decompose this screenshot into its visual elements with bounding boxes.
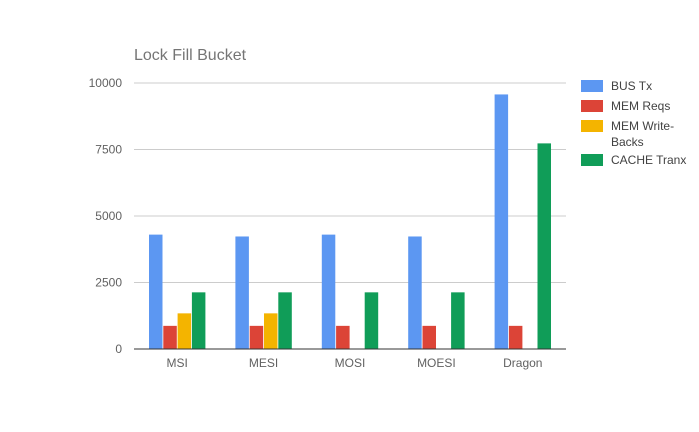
- bar-mesi-1: [249, 325, 264, 349]
- bar-dragon-0: [494, 94, 509, 349]
- legend-label-1: MEM Reqs: [611, 99, 670, 113]
- bar-moesi-0: [408, 236, 422, 349]
- x-axis-ticks: MSI MESI MOSI MOESI Dragon: [167, 356, 543, 370]
- y-axis-ticks: 0 2500 5000 7500 10000: [89, 76, 123, 356]
- legend-swatch-1: [581, 100, 603, 112]
- bar-mesi-2: [264, 313, 278, 349]
- x-tick-label-2: MOSI: [335, 356, 366, 370]
- y-tick-label-0: 0: [115, 342, 122, 356]
- legend-swatch-2: [581, 120, 603, 132]
- legend-label-2: MEM Write-Backs: [611, 119, 674, 149]
- bar-moesi-3: [451, 292, 465, 349]
- x-tick-label-3: MOESI: [417, 356, 456, 370]
- bar-mosi-3: [364, 292, 379, 349]
- bar-dragon-1: [508, 325, 523, 349]
- bar-msi-1: [163, 325, 177, 349]
- bar-msi-3: [191, 292, 206, 349]
- y-tick-label-3: 7500: [95, 143, 122, 157]
- x-tick-label-0: MSI: [167, 356, 188, 370]
- legend: BUS Tx MEM Reqs MEM Write-Backs CACHE Tranx: [581, 79, 686, 167]
- bars: [149, 94, 551, 349]
- bar-mosi-1: [336, 325, 350, 349]
- bar-mesi-3: [278, 292, 292, 349]
- bar-dragon-3: [537, 143, 551, 349]
- y-tick-label-4: 10000: [89, 76, 123, 90]
- x-tick-label-4: Dragon: [503, 356, 542, 370]
- x-tick-label-1: MESI: [249, 356, 278, 370]
- y-tick-label-2: 5000: [95, 209, 122, 223]
- legend-label-3: CACHE Tranx: [611, 153, 686, 167]
- bar-msi-2: [177, 313, 192, 349]
- legend-swatch-0: [581, 80, 603, 92]
- bar-moesi-1: [422, 325, 436, 349]
- chart-title: Lock Fill Bucket: [134, 47, 247, 64]
- gridlines: [134, 82, 566, 283]
- y-tick-label-1: 2500: [95, 276, 122, 290]
- bar-mesi-0: [235, 236, 249, 349]
- bar-msi-0: [149, 234, 163, 349]
- bar-mosi-0: [321, 234, 336, 349]
- legend-swatch-3: [581, 154, 603, 166]
- legend-label-0: BUS Tx: [611, 79, 652, 93]
